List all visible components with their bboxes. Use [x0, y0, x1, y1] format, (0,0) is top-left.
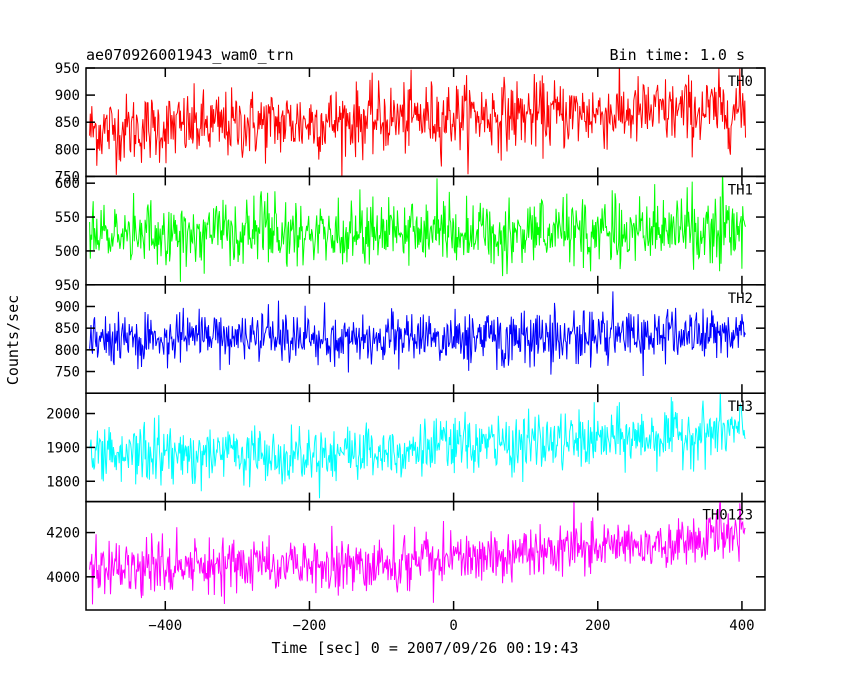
panel-label-th2: TH2: [728, 291, 753, 307]
series-line-th0: [89, 68, 746, 177]
x-tick-label: 400: [729, 618, 754, 634]
series-line-th1: [89, 176, 746, 282]
x-axis-label: Time [sec] 0 = 2007/09/26 00:19:43: [271, 639, 578, 657]
y-axis-label: Counts/sec: [4, 295, 22, 385]
panel-label-th0: TH0: [728, 74, 753, 90]
x-tick-label: 200: [585, 618, 610, 634]
chart-title-left: ae070926001943_wam0_trn: [86, 46, 294, 64]
series-line-th3: [89, 393, 746, 499]
y-tick-label: 1900: [46, 440, 80, 456]
y-tick-label: 550: [55, 210, 80, 226]
panel-frame-th0123: [85, 500, 766, 611]
y-tick-label: 950: [55, 61, 80, 77]
y-tick-label: 750: [55, 169, 80, 185]
y-tick-label: 500: [55, 244, 80, 260]
y-tick-label: 750: [55, 365, 80, 381]
chart-title-right: Bin time: 1.0 s: [610, 46, 745, 64]
series-line-th2: [89, 291, 746, 377]
y-tick-label: 850: [55, 115, 80, 131]
panel-label-th1: TH1: [728, 182, 753, 198]
y-tick-label: 950: [55, 278, 80, 294]
y-tick-label: 1800: [46, 474, 80, 490]
y-tick-label: 4000: [46, 570, 80, 586]
y-tick-label: 600: [55, 176, 80, 192]
y-tick-label: 900: [55, 299, 80, 315]
series-line-th0123: [89, 501, 746, 605]
y-tick-label: 2000: [46, 407, 80, 423]
x-tick-label: −400: [148, 618, 182, 634]
y-tick-label: 900: [55, 88, 80, 104]
panels-group: 750 800 850 900 950 TH0 500 550 600 TH1 750 800 850 9…: [46, 61, 766, 634]
x-tick-label: −200: [293, 618, 327, 634]
x-tick-label: 0: [449, 618, 457, 634]
y-tick-label: 4200: [46, 526, 80, 542]
y-tick-label: 800: [55, 343, 80, 359]
panel-label-th0123: TH0123: [702, 508, 753, 524]
y-tick-label: 800: [55, 142, 80, 158]
panel-label-th3: TH3: [728, 399, 753, 415]
y-tick-label: 850: [55, 321, 80, 337]
